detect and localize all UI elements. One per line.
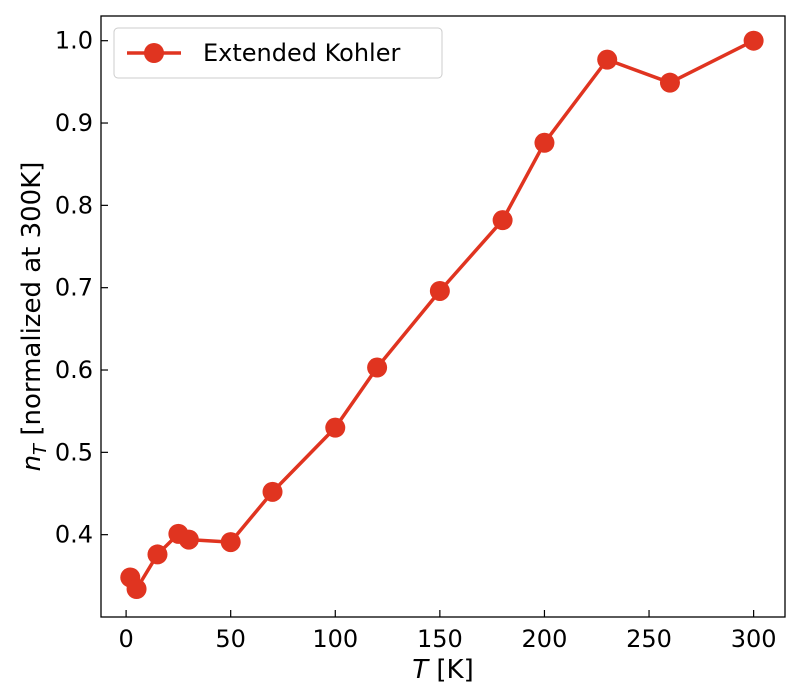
x-axis-ticks: 0 50 100 150 200 250 300 — [118, 610, 777, 653]
y-axis-label: nT [normalized at 300K] — [17, 162, 51, 472]
data-point — [126, 579, 147, 600]
y-tick-label: 0.5 — [55, 438, 93, 466]
x-axis-label: T [K] — [412, 655, 474, 685]
data-point — [367, 357, 388, 378]
x-axis-label-var: T — [412, 655, 430, 685]
data-point — [597, 49, 618, 70]
data-point — [743, 30, 764, 51]
data-point — [659, 72, 680, 93]
data-point — [220, 532, 241, 553]
series-line — [128, 39, 755, 591]
plot-frame — [100, 15, 786, 618]
y-axis-ticks: 0.4 0.5 0.6 0.7 0.8 0.9 1.0 — [55, 27, 108, 549]
data-point — [147, 544, 168, 565]
x-tick-label: 300 — [731, 625, 777, 653]
y-tick-label: 0.8 — [55, 191, 93, 219]
legend-box — [113, 27, 443, 79]
data-point — [178, 529, 199, 550]
x-tick-label: 250 — [626, 625, 672, 653]
data-point — [262, 481, 283, 502]
y-axis-label-rest: [normalized at 300K] — [17, 162, 47, 444]
data-point — [325, 417, 346, 438]
x-tick-label: 50 — [215, 625, 246, 653]
y-tick-label: 0.9 — [55, 109, 93, 137]
data-point — [492, 210, 513, 231]
legend: Extended Kohler — [113, 27, 443, 79]
data-point — [534, 132, 555, 153]
legend-series-label: Extended Kohler — [203, 39, 400, 67]
y-tick-label: 0.7 — [55, 274, 93, 302]
y-tick-label: 0.6 — [55, 356, 93, 384]
y-tick-label: 0.4 — [55, 521, 93, 549]
legend-series-marker — [144, 43, 164, 63]
x-axis-label-unit: [K] — [428, 655, 474, 685]
data-point — [429, 280, 450, 301]
x-tick-label: 150 — [417, 625, 463, 653]
x-tick-label: 200 — [522, 625, 568, 653]
x-tick-label: 100 — [312, 625, 358, 653]
x-tick-label: 0 — [118, 625, 133, 653]
series-layer — [120, 30, 764, 600]
y-axis-label-var: n — [17, 455, 47, 471]
y-tick-label: 1.0 — [55, 27, 93, 55]
y-axis-label-subscript: T — [30, 442, 51, 455]
